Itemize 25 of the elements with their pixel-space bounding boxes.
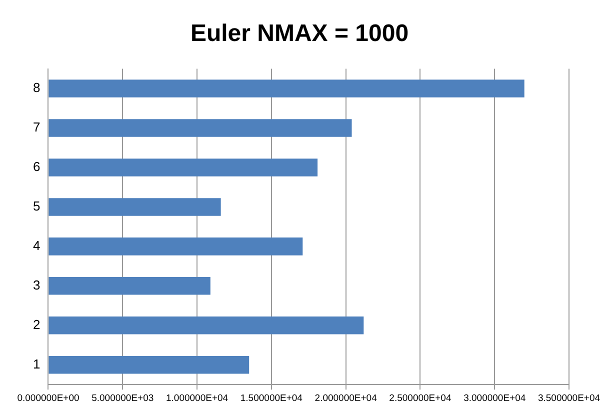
bar (48, 238, 303, 256)
y-tick-label: 8 (32, 80, 40, 96)
y-tick-label: 5 (32, 198, 40, 214)
bar (48, 119, 352, 137)
y-tick-label: 1 (32, 356, 40, 372)
y-tick-label: 4 (32, 238, 40, 254)
chart-title: Euler NMAX = 1000 (190, 20, 409, 48)
bar (48, 356, 250, 374)
x-tick-label: 1.500000E+04 (240, 392, 302, 404)
y-tick-label: 2 (32, 316, 40, 332)
x-tick-label: 3.500000E+04 (538, 392, 600, 404)
y-tick-label: 3 (32, 277, 40, 292)
bar (48, 316, 364, 334)
x-tick-label: 2.000000E+04 (314, 392, 377, 404)
x-tick-label: 0.000000E+00 (17, 392, 80, 404)
x-tick-label: 3.000000E+04 (464, 392, 526, 404)
y-tick-label: 6 (32, 159, 40, 174)
bar (48, 198, 221, 216)
bar (48, 277, 210, 295)
x-tick-label: 2.500000E+04 (389, 392, 452, 404)
bar (48, 80, 524, 98)
y-tick-label: 7 (32, 120, 40, 135)
x-tick-label: 1.000000E+04 (166, 392, 228, 404)
x-tick-label: 5.000000E+03 (92, 392, 154, 404)
bar (48, 158, 318, 176)
